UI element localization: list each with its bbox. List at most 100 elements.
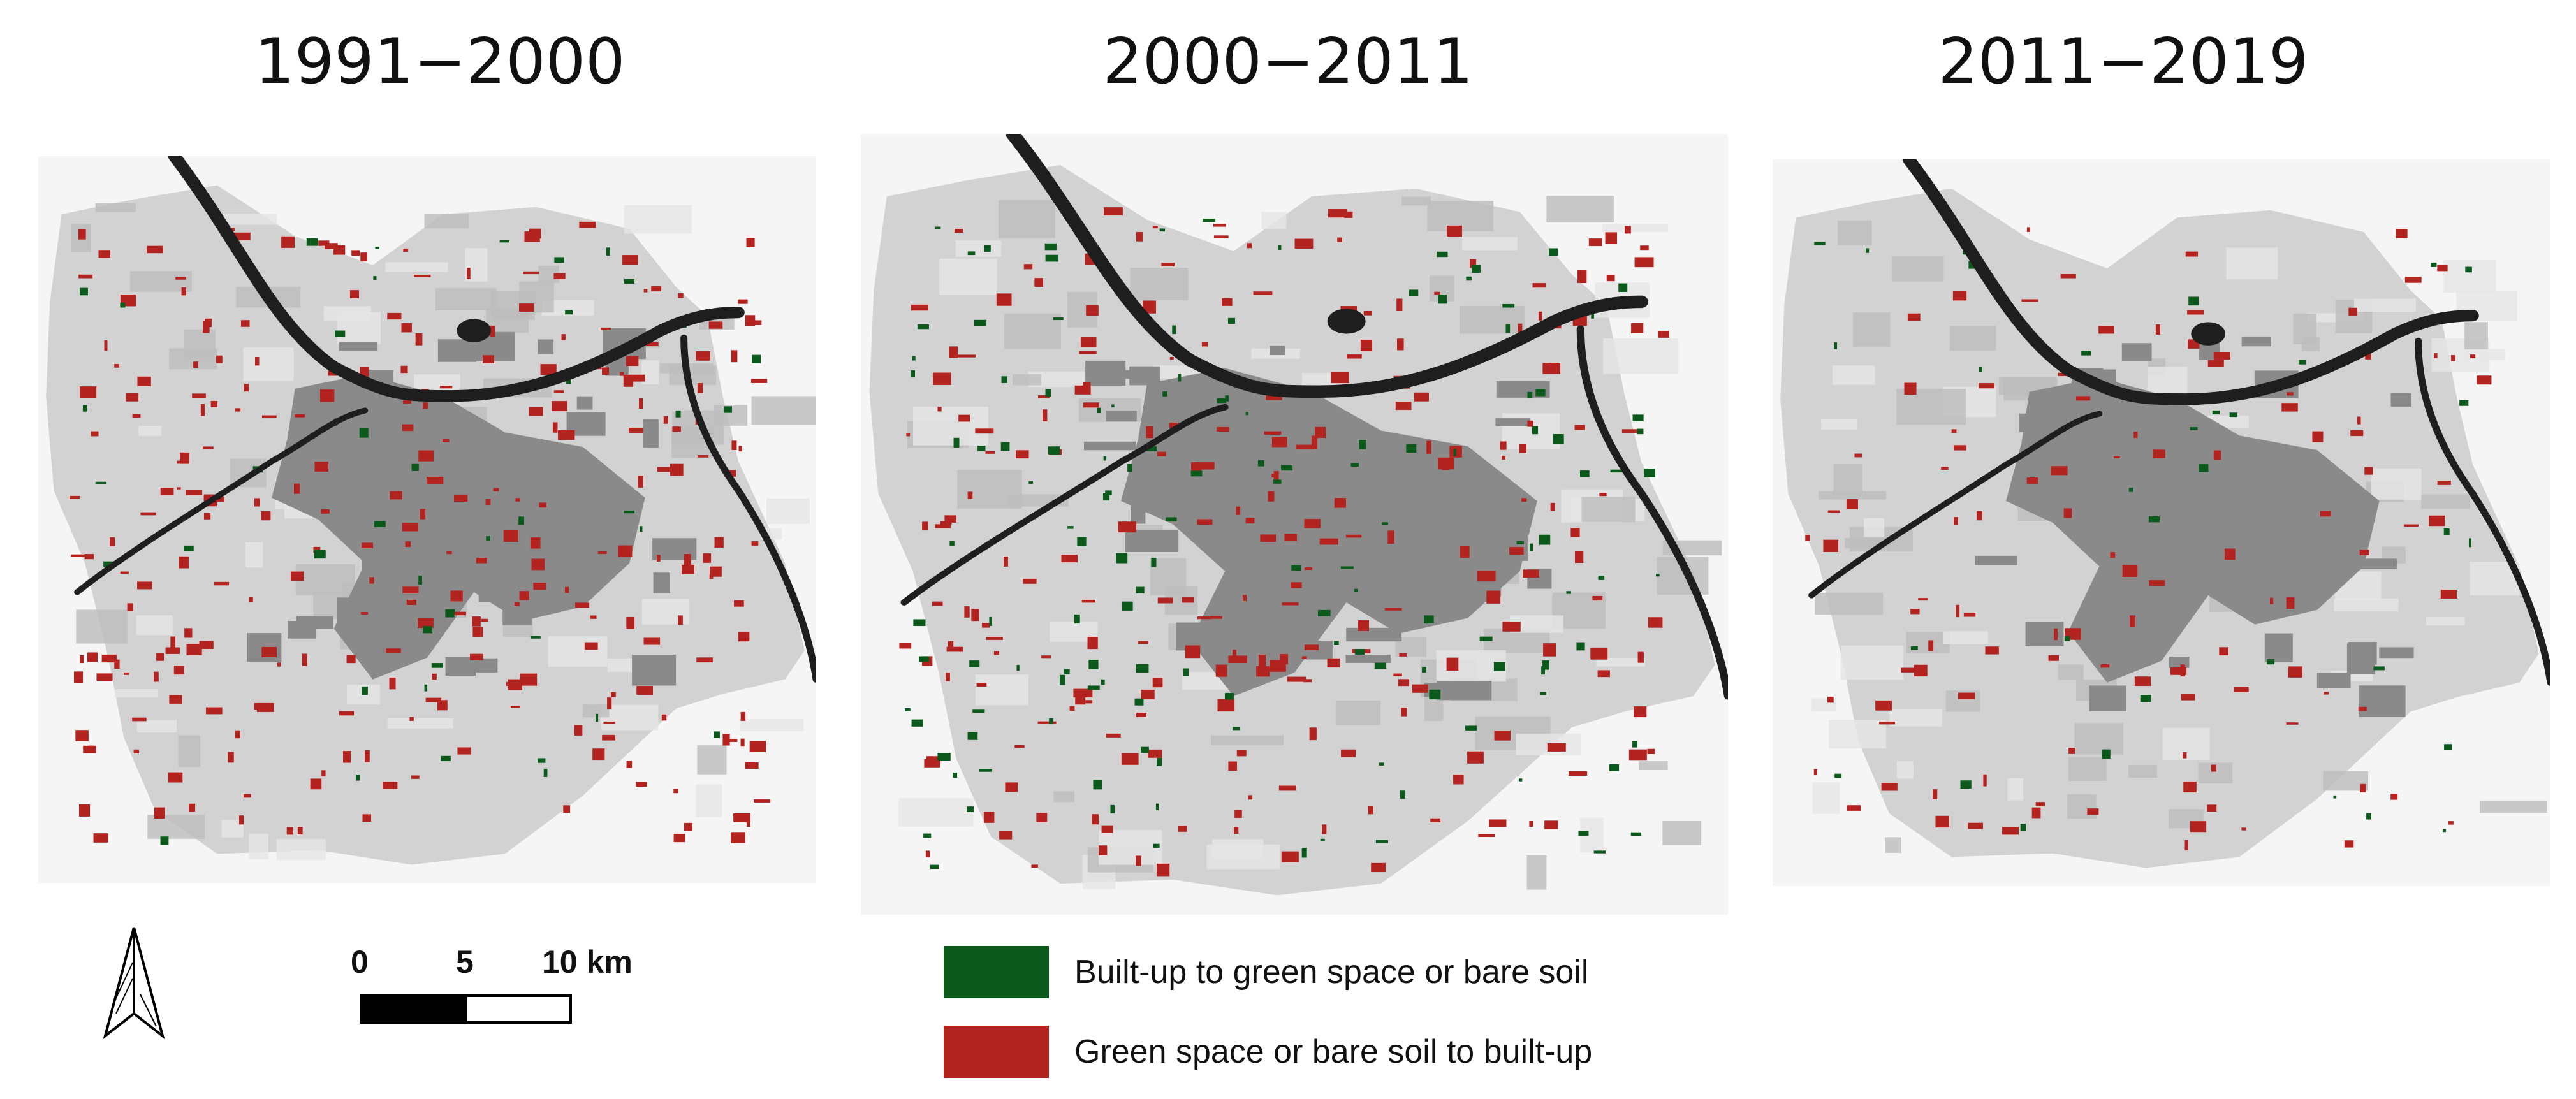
built-up-gain-patch <box>722 734 730 746</box>
built-up-loss-patch <box>1067 526 1074 529</box>
built-up-loss-patch <box>1591 312 1594 319</box>
built-up-gain-patch <box>2183 781 2197 793</box>
built-up-gain-patch <box>1182 597 1194 603</box>
built-up-gain-patch <box>737 299 748 304</box>
built-up-gain-patch <box>1358 620 1369 631</box>
built-up-loss-patch <box>2102 749 2111 759</box>
built-up-gain-patch <box>426 476 444 484</box>
built-up-gain-patch <box>611 692 616 697</box>
built-up-gain-patch <box>2477 375 2492 385</box>
built-up-gain-patch <box>243 794 251 798</box>
built-up-loss-patch <box>919 656 930 662</box>
built-up-gain-patch <box>1061 555 1078 563</box>
built-up-loss-patch <box>2465 266 2472 273</box>
built-up-gain-patch <box>1228 655 1248 663</box>
built-up-gain-patch <box>976 683 987 687</box>
built-up-gain-patch <box>170 636 175 648</box>
built-up-gain-patch <box>670 463 684 476</box>
built-up-gain-patch <box>261 415 277 419</box>
built-up-gain-patch <box>986 637 1003 640</box>
panel-title-2011-2019: 2011−2019 <box>1938 25 2309 98</box>
land-patch <box>955 240 1002 257</box>
built-up-gain-patch <box>1847 805 1861 811</box>
urban-patch <box>653 572 670 593</box>
built-up-gain-patch <box>401 323 412 333</box>
built-up-loss-patch <box>2267 659 2275 665</box>
built-up-gain-patch <box>71 554 86 557</box>
built-up-gain-patch <box>684 822 692 831</box>
land-patch <box>1581 497 1636 523</box>
built-up-gain-patch <box>1169 356 1174 360</box>
built-up-loss-patch <box>518 516 524 525</box>
built-up-gain-patch <box>1879 722 1896 725</box>
built-up-gain-patch <box>2063 508 2072 518</box>
river-east <box>1576 325 1728 700</box>
urban-patch <box>550 483 564 500</box>
built-up-gain-patch <box>1529 821 1533 827</box>
built-up-gain-patch <box>423 402 428 409</box>
built-up-gain-patch <box>1141 689 1155 699</box>
built-up-gain-patch <box>1606 275 1615 282</box>
land-patch <box>1053 791 1075 803</box>
built-up-gain-patch <box>1985 646 1999 655</box>
built-up-gain-patch <box>1489 819 1507 827</box>
built-up-gain-patch <box>181 287 186 296</box>
built-up-gain-patch <box>1074 385 1091 395</box>
built-up-loss-patch <box>1814 242 1826 245</box>
built-up-gain-patch <box>1588 238 1602 247</box>
built-up-gain-patch <box>1041 655 1051 659</box>
built-up-loss-patch <box>1518 778 1523 782</box>
city-map <box>1780 159 2550 868</box>
built-up-gain-patch <box>558 430 575 440</box>
built-up-loss-patch <box>624 279 635 284</box>
built-up-gain-patch <box>999 831 1013 840</box>
built-up-gain-patch <box>2404 277 2422 283</box>
built-up-loss-patch <box>2431 262 2437 267</box>
built-up-gain-patch <box>696 657 713 663</box>
land-patch <box>2443 259 2496 293</box>
built-up-loss-patch <box>911 719 923 727</box>
built-up-gain-patch <box>1968 822 1983 829</box>
built-up-gain-patch <box>2190 821 2207 833</box>
built-up-gain-patch <box>1447 225 1463 237</box>
built-up-loss-patch <box>1159 228 1166 232</box>
built-up-gain-patch <box>302 653 307 666</box>
legend-swatch <box>944 1026 1049 1078</box>
built-up-loss-patch <box>1317 609 1331 616</box>
land-patch <box>1206 844 1280 870</box>
built-up-gain-patch <box>733 813 750 822</box>
built-up-gain-patch <box>1136 232 1143 242</box>
built-up-gain-patch <box>1881 783 1898 791</box>
built-up-gain-patch <box>137 376 151 386</box>
built-up-gain-patch <box>402 424 414 432</box>
built-up-gain-patch <box>508 679 523 690</box>
built-up-gain-patch <box>1854 453 1862 458</box>
built-up-loss-patch <box>1539 534 1551 545</box>
built-up-gain-patch <box>2048 655 2059 661</box>
built-up-gain-patch <box>1334 498 1347 508</box>
land-patch <box>913 407 988 446</box>
built-up-gain-patch <box>124 673 129 675</box>
built-up-gain-patch <box>1910 609 1920 615</box>
scale-segment-black <box>360 994 467 1024</box>
built-up-gain-patch <box>754 799 771 803</box>
built-up-gain-patch <box>1914 664 1928 677</box>
built-up-loss-patch <box>1178 374 1182 382</box>
built-up-gain-patch <box>592 748 605 761</box>
land-patch <box>2353 298 2416 312</box>
built-up-gain-patch <box>318 240 330 246</box>
urban-patch <box>550 566 567 582</box>
built-up-gain-patch <box>1337 237 1342 242</box>
built-up-gain-patch <box>946 646 963 652</box>
built-up-gain-patch <box>180 452 189 464</box>
land-patch <box>2334 598 2399 612</box>
urban-patch <box>337 597 363 625</box>
built-up-gain-patch <box>79 804 91 817</box>
urban-patch <box>574 516 606 545</box>
built-up-gain-patch <box>1963 612 1976 617</box>
built-up-loss-patch <box>1479 636 1493 641</box>
built-up-gain-patch <box>1574 551 1584 563</box>
built-up-gain-patch <box>1846 499 1858 509</box>
built-up-gain-patch <box>133 749 140 753</box>
built-up-gain-patch <box>454 494 468 502</box>
